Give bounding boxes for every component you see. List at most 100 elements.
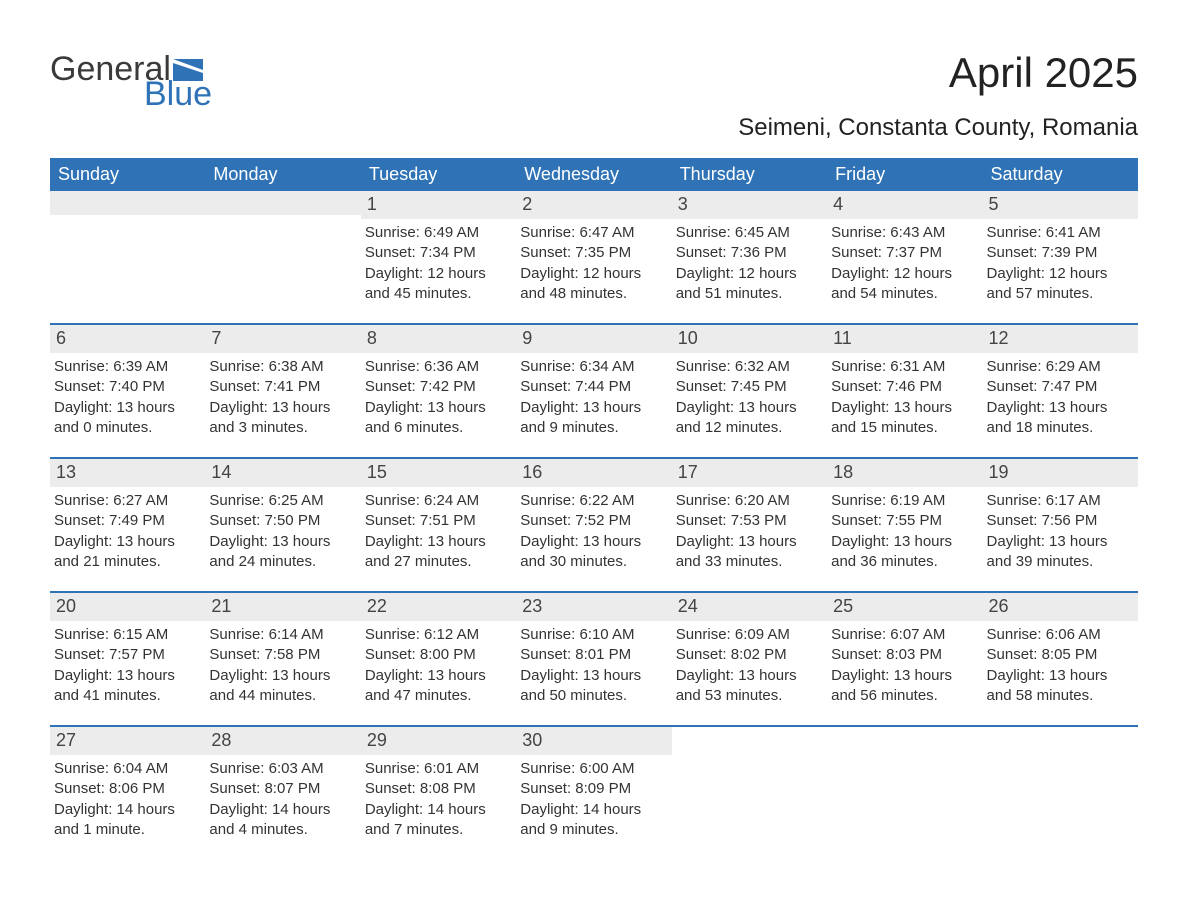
day-number: 26 xyxy=(983,593,1138,621)
day-number: 1 xyxy=(361,191,516,219)
week-row: 20Sunrise: 6:15 AMSunset: 7:57 PMDayligh… xyxy=(50,592,1138,726)
location-subtitle: Seimeni, Constanta County, Romania xyxy=(738,114,1138,142)
calendar-cell: 17Sunrise: 6:20 AMSunset: 7:53 PMDayligh… xyxy=(672,458,827,592)
calendar-cell: 15Sunrise: 6:24 AMSunset: 7:51 PMDayligh… xyxy=(361,458,516,592)
calendar-cell: 10Sunrise: 6:32 AMSunset: 7:45 PMDayligh… xyxy=(672,324,827,458)
day-number: 16 xyxy=(516,459,671,487)
day-details: Sunrise: 6:15 AMSunset: 7:57 PMDaylight:… xyxy=(50,621,205,706)
day-number: 28 xyxy=(205,727,360,755)
calendar-cell xyxy=(827,726,982,849)
sunrise-text: Sunrise: 6:24 AM xyxy=(365,491,512,511)
sunset-text: Sunset: 7:51 PM xyxy=(365,511,512,531)
daylight-text: Daylight: 13 hours and 41 minutes. xyxy=(54,666,201,707)
weekday-header-row: Sunday Monday Tuesday Wednesday Thursday… xyxy=(50,158,1138,191)
sunrise-text: Sunrise: 6:00 AM xyxy=(520,759,667,779)
daylight-text: Daylight: 13 hours and 27 minutes. xyxy=(365,532,512,573)
daylight-text: Daylight: 13 hours and 33 minutes. xyxy=(676,532,823,573)
day-details: Sunrise: 6:24 AMSunset: 7:51 PMDaylight:… xyxy=(361,487,516,572)
calendar-cell: 25Sunrise: 6:07 AMSunset: 8:03 PMDayligh… xyxy=(827,592,982,726)
day-details: Sunrise: 6:45 AMSunset: 7:36 PMDaylight:… xyxy=(672,219,827,304)
day-details: Sunrise: 6:34 AMSunset: 7:44 PMDaylight:… xyxy=(516,353,671,438)
day-number: 11 xyxy=(827,325,982,353)
day-number: 8 xyxy=(361,325,516,353)
calendar-cell: 7Sunrise: 6:38 AMSunset: 7:41 PMDaylight… xyxy=(205,324,360,458)
day-details: Sunrise: 6:32 AMSunset: 7:45 PMDaylight:… xyxy=(672,353,827,438)
sunrise-text: Sunrise: 6:29 AM xyxy=(987,357,1134,377)
sunset-text: Sunset: 7:34 PM xyxy=(365,243,512,263)
calendar-cell: 16Sunrise: 6:22 AMSunset: 7:52 PMDayligh… xyxy=(516,458,671,592)
calendar-cell: 23Sunrise: 6:10 AMSunset: 8:01 PMDayligh… xyxy=(516,592,671,726)
sunrise-text: Sunrise: 6:20 AM xyxy=(676,491,823,511)
calendar-cell: 6Sunrise: 6:39 AMSunset: 7:40 PMDaylight… xyxy=(50,324,205,458)
sunrise-text: Sunrise: 6:03 AM xyxy=(209,759,356,779)
daylight-text: Daylight: 13 hours and 36 minutes. xyxy=(831,532,978,573)
page-header: General Blue April 2025 Seimeni, Constan… xyxy=(50,50,1138,142)
sunrise-text: Sunrise: 6:15 AM xyxy=(54,625,201,645)
day-number: 20 xyxy=(50,593,205,621)
daylight-text: Daylight: 12 hours and 48 minutes. xyxy=(520,264,667,305)
day-details: Sunrise: 6:01 AMSunset: 8:08 PMDaylight:… xyxy=(361,755,516,840)
day-number: 12 xyxy=(983,325,1138,353)
day-number: 13 xyxy=(50,459,205,487)
sunset-text: Sunset: 7:55 PM xyxy=(831,511,978,531)
day-number: 4 xyxy=(827,191,982,219)
sunset-text: Sunset: 8:08 PM xyxy=(365,779,512,799)
day-details: Sunrise: 6:39 AMSunset: 7:40 PMDaylight:… xyxy=(50,353,205,438)
day-details: Sunrise: 6:27 AMSunset: 7:49 PMDaylight:… xyxy=(50,487,205,572)
daylight-text: Daylight: 13 hours and 44 minutes. xyxy=(209,666,356,707)
sunset-text: Sunset: 7:35 PM xyxy=(520,243,667,263)
sunrise-text: Sunrise: 6:12 AM xyxy=(365,625,512,645)
calendar-cell: 22Sunrise: 6:12 AMSunset: 8:00 PMDayligh… xyxy=(361,592,516,726)
calendar-cell: 18Sunrise: 6:19 AMSunset: 7:55 PMDayligh… xyxy=(827,458,982,592)
daylight-text: Daylight: 12 hours and 51 minutes. xyxy=(676,264,823,305)
day-details: Sunrise: 6:14 AMSunset: 7:58 PMDaylight:… xyxy=(205,621,360,706)
day-details: Sunrise: 6:36 AMSunset: 7:42 PMDaylight:… xyxy=(361,353,516,438)
logo-text-blue: Blue xyxy=(144,75,212,114)
daylight-text: Daylight: 14 hours and 1 minute. xyxy=(54,800,201,841)
calendar-cell: 4Sunrise: 6:43 AMSunset: 7:37 PMDaylight… xyxy=(827,191,982,324)
sunrise-text: Sunrise: 6:38 AM xyxy=(209,357,356,377)
daylight-text: Daylight: 13 hours and 30 minutes. xyxy=(520,532,667,573)
daylight-text: Daylight: 13 hours and 12 minutes. xyxy=(676,398,823,439)
day-details: Sunrise: 6:10 AMSunset: 8:01 PMDaylight:… xyxy=(516,621,671,706)
sunset-text: Sunset: 7:52 PM xyxy=(520,511,667,531)
sunset-text: Sunset: 8:07 PM xyxy=(209,779,356,799)
day-details: Sunrise: 6:29 AMSunset: 7:47 PMDaylight:… xyxy=(983,353,1138,438)
week-row: 1 Sunrise: 6:49 AMSunset: 7:34 PM Daylight… xyxy=(50,191,1138,324)
day-details: Sunrise: 6:43 AMSunset: 7:37 PMDaylight:… xyxy=(827,219,982,304)
sunset-text: Sunset: 8:06 PM xyxy=(54,779,201,799)
daylight-text: Daylight: 13 hours and 18 minutes. xyxy=(987,398,1134,439)
day-details: Sunrise: 6:47 AMSunset: 7:35 PMDaylight:… xyxy=(516,219,671,304)
sunrise-text: Sunrise: 6:19 AM xyxy=(831,491,978,511)
sunset-text: Sunset: 7:58 PM xyxy=(209,645,356,665)
day-number: 5 xyxy=(983,191,1138,219)
sunrise-text: Sunrise: 6:39 AM xyxy=(54,357,201,377)
day-details: Sunrise: 6:12 AMSunset: 8:00 PMDaylight:… xyxy=(361,621,516,706)
calendar-cell: 21Sunrise: 6:14 AMSunset: 7:58 PMDayligh… xyxy=(205,592,360,726)
calendar-cell: 8Sunrise: 6:36 AMSunset: 7:42 PMDaylight… xyxy=(361,324,516,458)
day-details: Sunrise: 6:19 AMSunset: 7:55 PMDaylight:… xyxy=(827,487,982,572)
sunrise-text: Sunrise: 6:32 AM xyxy=(676,357,823,377)
calendar-cell: 14Sunrise: 6:25 AMSunset: 7:50 PMDayligh… xyxy=(205,458,360,592)
sunset-text: Sunset: 7:44 PM xyxy=(520,377,667,397)
weekday-header: Wednesday xyxy=(516,158,671,191)
calendar-page: General Blue April 2025 Seimeni, Constan… xyxy=(0,0,1188,918)
sunrise-text: Sunrise: 6:25 AM xyxy=(209,491,356,511)
daylight-text: Daylight: 13 hours and 53 minutes. xyxy=(676,666,823,707)
day-number: 3 xyxy=(672,191,827,219)
daylight-text: Daylight: 12 hours and 57 minutes. xyxy=(987,264,1134,305)
calendar-cell: 20Sunrise: 6:15 AMSunset: 7:57 PMDayligh… xyxy=(50,592,205,726)
day-details: Sunrise: 6:06 AMSunset: 8:05 PMDaylight:… xyxy=(983,621,1138,706)
sunrise-text: Sunrise: 6:04 AM xyxy=(54,759,201,779)
sunrise-text: Sunrise: 6:01 AM xyxy=(365,759,512,779)
calendar-cell: 26Sunrise: 6:06 AMSunset: 8:05 PMDayligh… xyxy=(983,592,1138,726)
week-row: 13Sunrise: 6:27 AMSunset: 7:49 PMDayligh… xyxy=(50,458,1138,592)
day-number: 15 xyxy=(361,459,516,487)
daylight-text: Daylight: 13 hours and 21 minutes. xyxy=(54,532,201,573)
week-row: 6Sunrise: 6:39 AMSunset: 7:40 PMDaylight… xyxy=(50,324,1138,458)
day-number: 30 xyxy=(516,727,671,755)
sunrise-text: Sunrise: 6:49 AM xyxy=(365,223,512,243)
calendar-cell: 12Sunrise: 6:29 AMSunset: 7:47 PMDayligh… xyxy=(983,324,1138,458)
daylight-text: Daylight: 12 hours and 54 minutes. xyxy=(831,264,978,305)
day-details: Sunrise: 6:38 AMSunset: 7:41 PMDaylight:… xyxy=(205,353,360,438)
